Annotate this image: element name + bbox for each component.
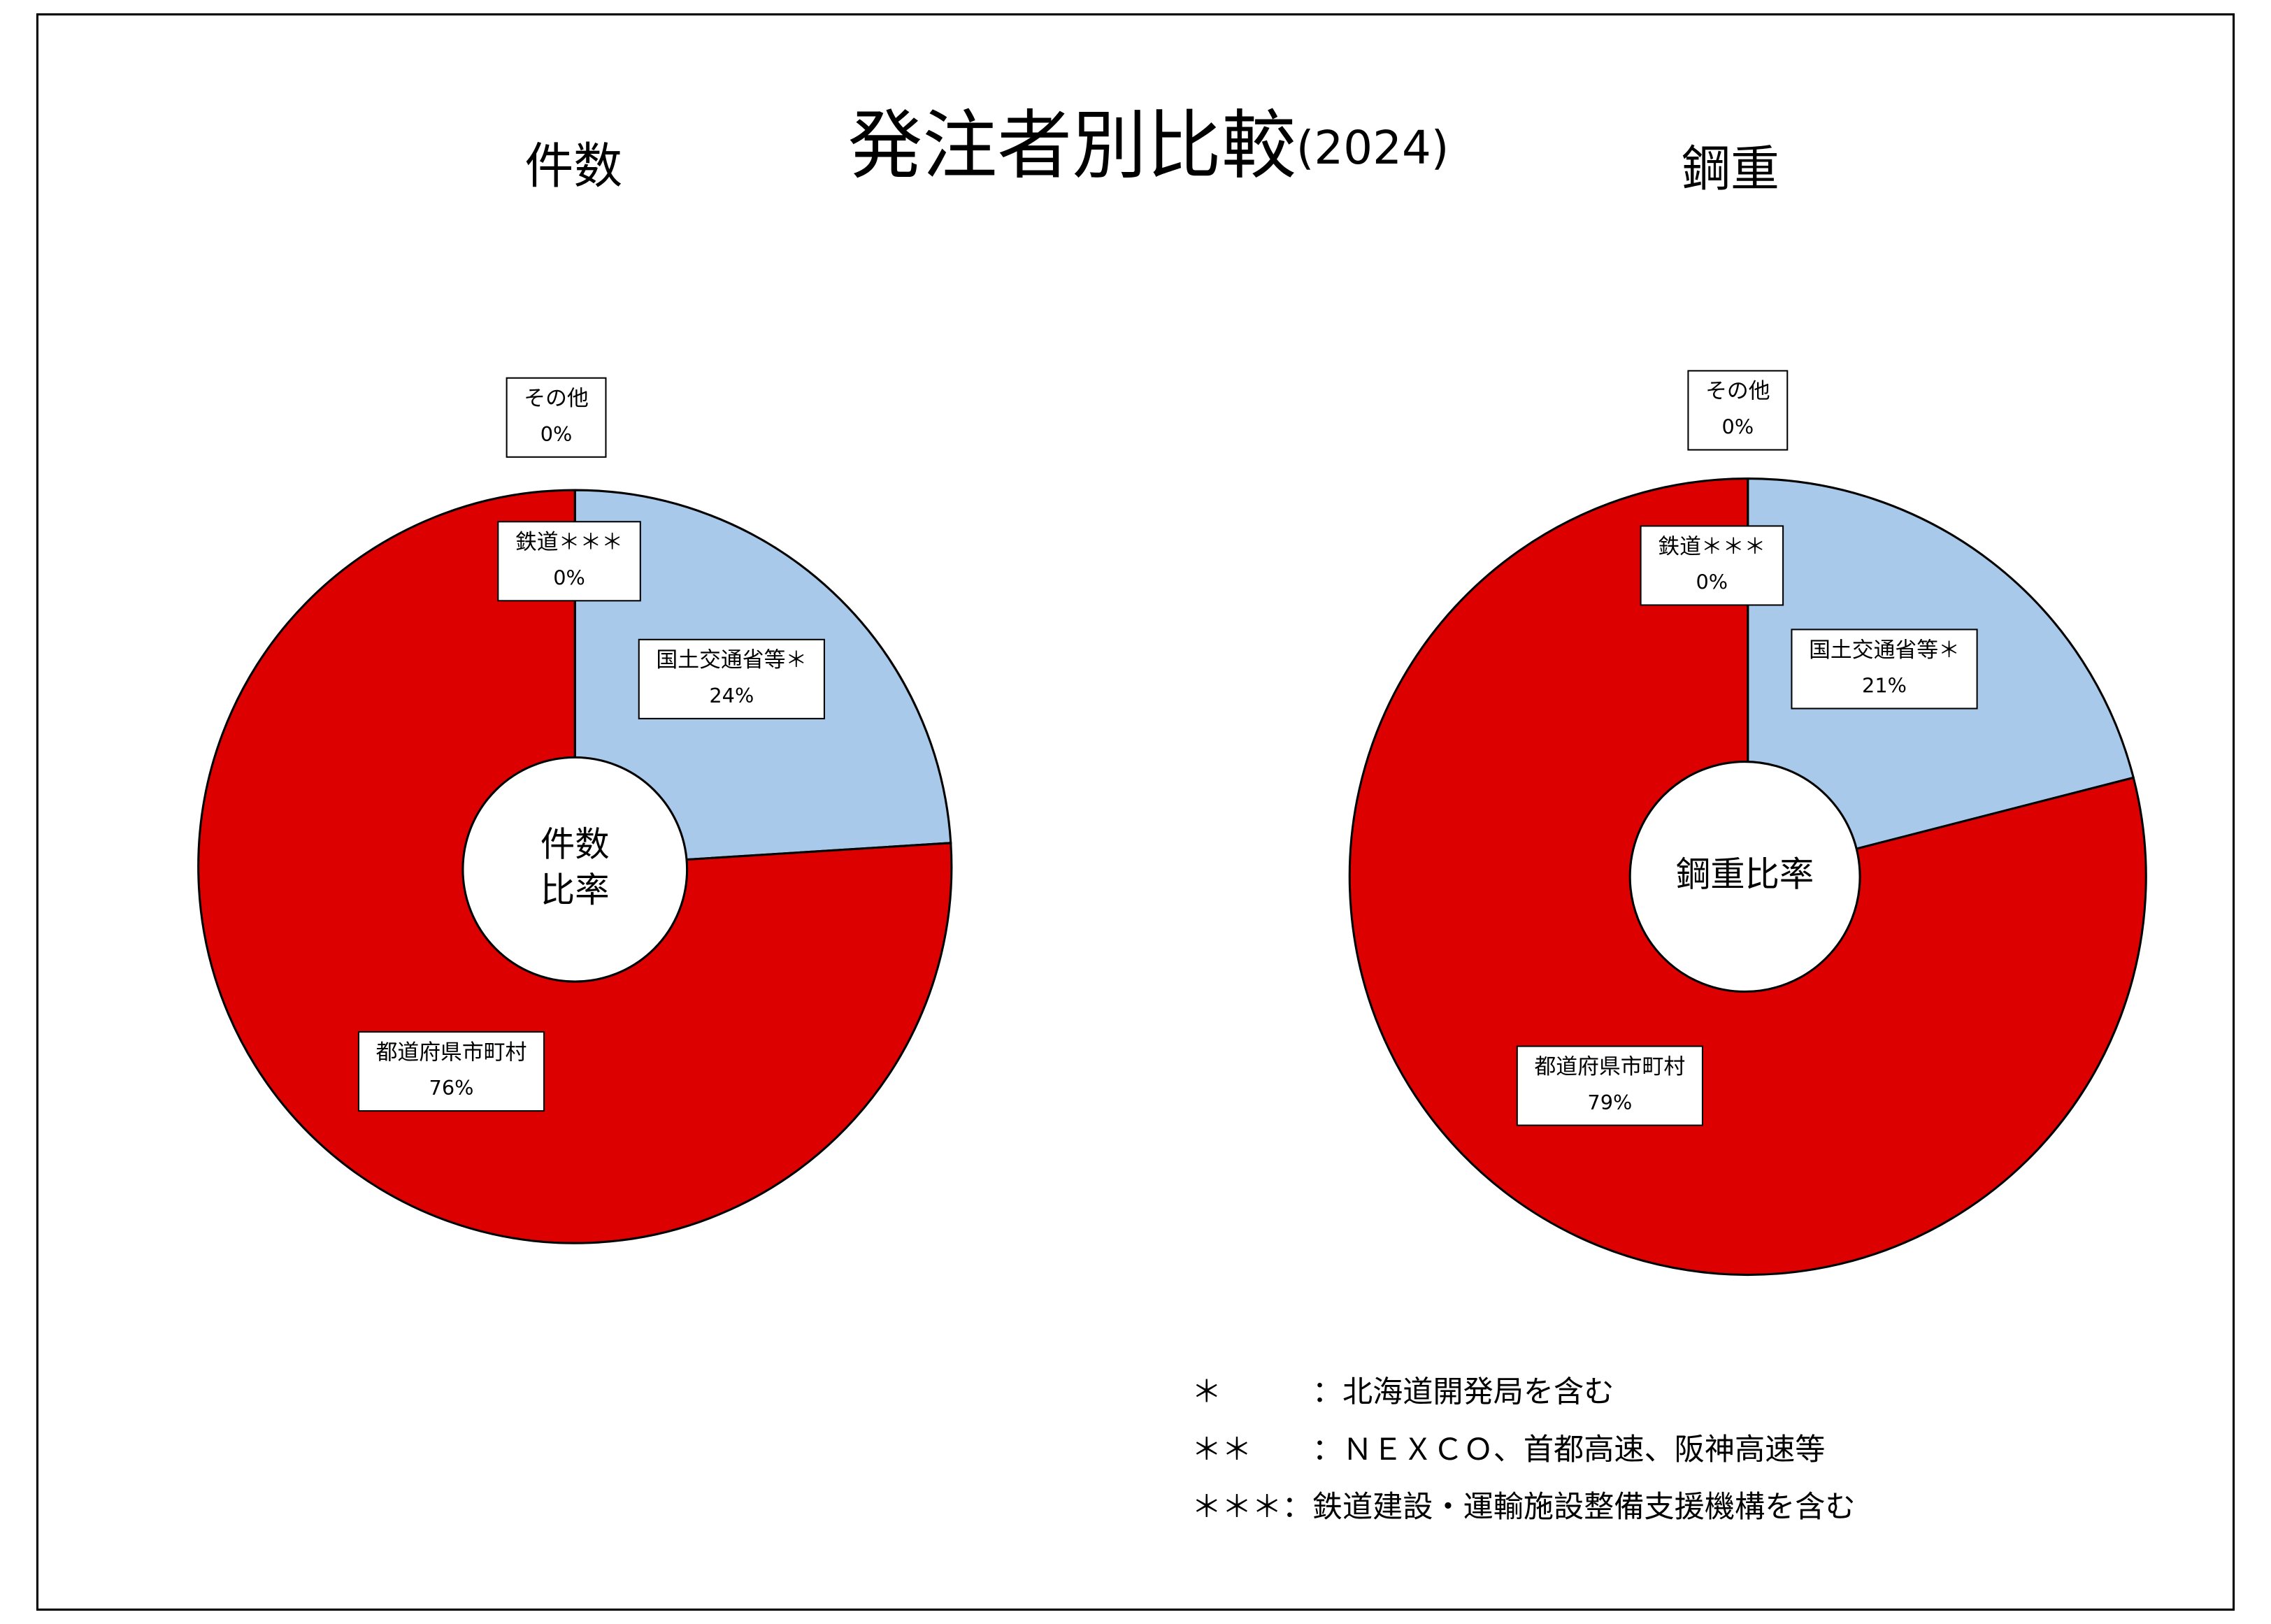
label-value: 0% [540, 422, 573, 446]
label-box [638, 638, 825, 719]
footnote: ＊ ：北海道開発局を含む [1191, 1375, 1614, 1410]
title-year: (2024) [1296, 121, 1449, 175]
label-value: 0% [1722, 415, 1754, 439]
slice-label: その他 0% [1687, 370, 1789, 451]
label-category: 都道府県市町村 [1534, 1054, 1685, 1079]
page-content: 発注者別比較(2024) 件数件数比率国土交通省等＊24%都道府県市町村76%鉄… [36, 13, 2235, 1611]
label-category: その他 [524, 386, 589, 411]
label-category: 鉄道＊＊＊ [515, 530, 623, 555]
label-value: 79% [1587, 1091, 1632, 1114]
label-box [357, 1030, 545, 1112]
center-label: 比率 [540, 870, 610, 910]
label-category: その他 [1705, 379, 1770, 404]
footnote: ＊＊ ：ＮＥＸＣＯ、首都高速、阪神高速等 [1191, 1432, 1825, 1467]
label-box [497, 521, 641, 602]
label-box [1791, 628, 1978, 710]
center-label: 件数 [540, 824, 610, 864]
label-category: 国土交通省等＊ [1809, 638, 1960, 663]
slice-label: 都道府県市町村 76% [357, 1030, 545, 1112]
slice-label: 国土交通省等＊ 24% [638, 638, 825, 719]
pie-hole [1628, 761, 1861, 993]
slice-label: 国土交通省等＊ 21% [1791, 628, 1978, 710]
slice-label: 都道府県市町村 79% [1516, 1045, 1703, 1126]
center-label: 鋼重比率 [1676, 854, 1814, 895]
label-value: 0% [553, 566, 585, 589]
slice-label: 鉄道＊＊＊ 0% [497, 521, 641, 602]
label-box [1687, 370, 1789, 451]
slice-label: 鉄道＊＊＊ 0% [1640, 525, 1784, 606]
main-title: 発注者別比較(2024) [848, 103, 1449, 189]
pie-title: 鋼重 [1682, 141, 1779, 198]
label-category: 国土交通省等＊ [656, 647, 807, 673]
pie-hole [461, 756, 689, 983]
label-value: 76% [429, 1076, 474, 1100]
label-category: 都道府県市町村 [376, 1040, 527, 1065]
title-text: 発注者別比較 [848, 103, 1296, 189]
label-value: 24% [709, 684, 754, 707]
footnote: ＊＊＊：鉄道建設・運輸施設整備支援機構を含む [1191, 1490, 1855, 1525]
label-box [1516, 1045, 1703, 1126]
pie-title: 件数 [524, 138, 622, 195]
slice-label: その他 0% [506, 377, 607, 458]
label-value: 0% [1696, 570, 1728, 594]
label-value: 21% [1862, 674, 1907, 698]
label-box [1640, 525, 1784, 606]
label-category: 鉄道＊＊＊ [1658, 534, 1765, 559]
label-box [506, 377, 607, 458]
